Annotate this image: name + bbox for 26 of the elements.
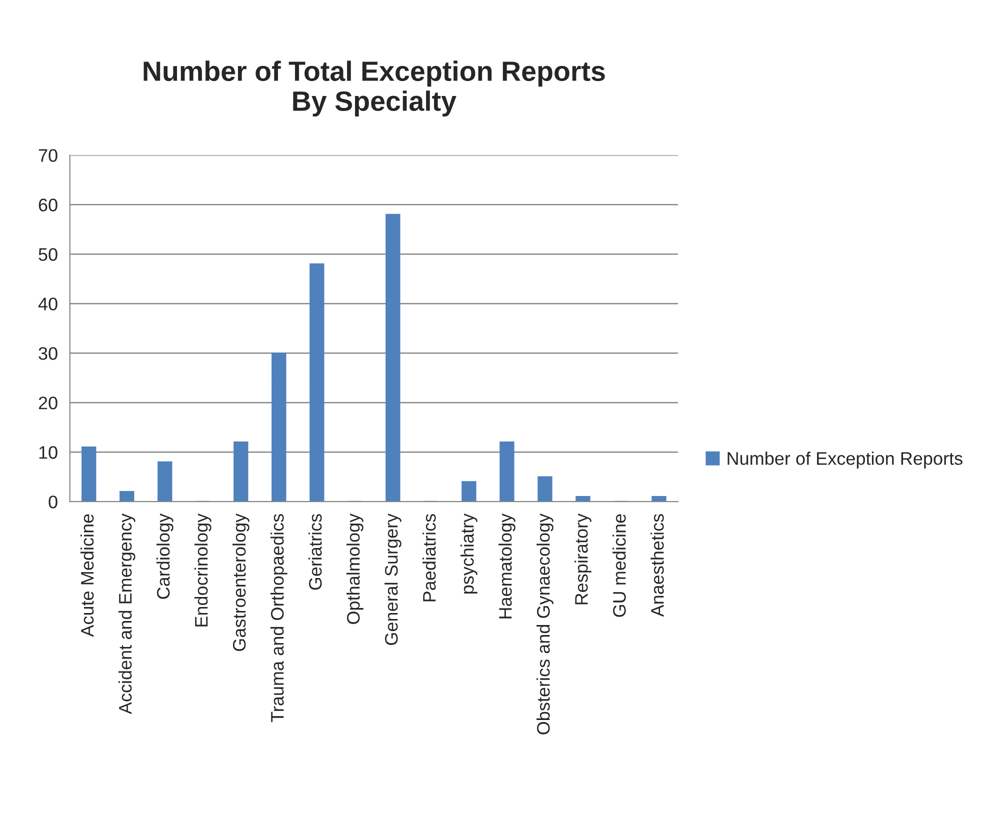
x-tick-label: Opthalmology bbox=[346, 513, 364, 624]
y-tick-label: 60 bbox=[38, 198, 58, 212]
x-tick-label: Obsterics and Gynaecology bbox=[536, 513, 554, 734]
x-tick-label: Acute Medicine bbox=[80, 514, 94, 637]
x-tick-label: Trauma and Orthopaedics bbox=[270, 514, 288, 722]
chart-title: Number of Total Exception Reports By Specialty bbox=[144, 60, 605, 116]
y-tick-label: 50 bbox=[38, 248, 58, 261]
y-tick-label: 20 bbox=[38, 396, 58, 410]
y-tick-label: 0 bbox=[48, 496, 58, 508]
y-tick-label: 10 bbox=[39, 446, 58, 459]
x-tick-label: Paediatrics bbox=[422, 514, 436, 602]
x-tick-label: Anaesthetics bbox=[650, 514, 664, 617]
y-tick-label: 40 bbox=[38, 298, 58, 310]
x-tick-label: Haematology bbox=[498, 513, 516, 618]
y-tick-label: 70 bbox=[38, 149, 58, 162]
x-tick-label: Cardiology bbox=[156, 513, 174, 599]
x-tick-label: psychiatry bbox=[460, 513, 478, 594]
x-tick-label: Endocrinology bbox=[194, 513, 212, 626]
y-tick-label: 30 bbox=[38, 347, 58, 360]
x-tick-label: GU medicine bbox=[612, 514, 626, 617]
x-tick-label: Geriatrics bbox=[308, 514, 322, 590]
x-tick-label: Gastroenterology bbox=[232, 513, 250, 652]
x-tick-label: Respiratory bbox=[574, 513, 592, 604]
x-tick-label: General Surgery bbox=[384, 513, 402, 645]
legend-label: Number of Exception Reports bbox=[728, 452, 962, 468]
x-tick-label: Accident and Emergency bbox=[118, 513, 136, 714]
